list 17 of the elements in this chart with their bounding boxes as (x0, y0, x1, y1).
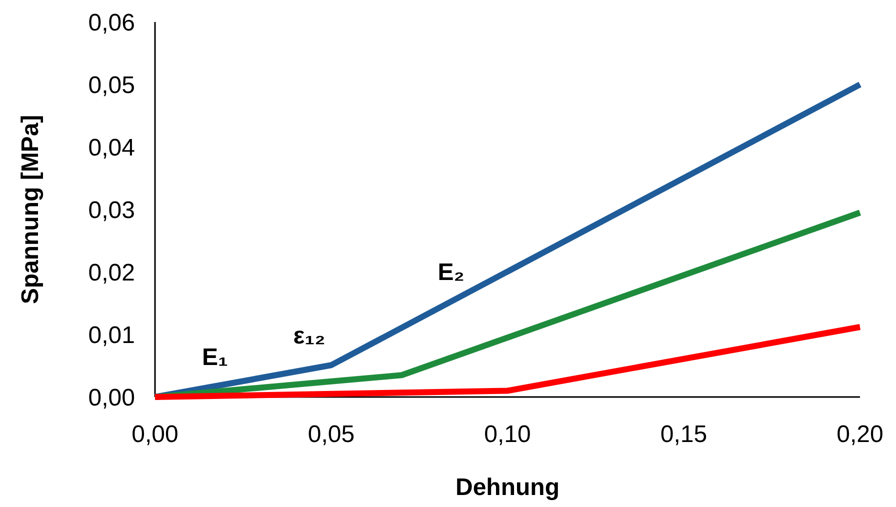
y-tick-label: 0,01 (88, 322, 135, 349)
y-tick-label: 0,05 (88, 72, 135, 99)
y-tick-label: 0,06 (88, 9, 135, 36)
x-tick-label: 0,05 (308, 421, 355, 448)
y-tick-label: 0,04 (88, 134, 135, 162)
y-tick-label: 0,02 (88, 259, 135, 286)
annotation: ε₁₂ (293, 322, 326, 350)
x-tick-label: 0,10 (484, 421, 531, 448)
x-tick-label: 0,20 (836, 421, 884, 448)
y-tick-label: 0,00 (88, 384, 135, 412)
x-tick-label: 0,00 (132, 421, 178, 448)
x-tick-label: 0,15 (660, 421, 708, 448)
annotation: E₂ (438, 258, 464, 286)
y-tick-label: 0,03 (88, 196, 135, 224)
y-axis-title: Spannung [MPa] (17, 114, 44, 304)
annotation: E₁ (202, 344, 228, 371)
x-axis-title: Dehnung (456, 474, 560, 501)
